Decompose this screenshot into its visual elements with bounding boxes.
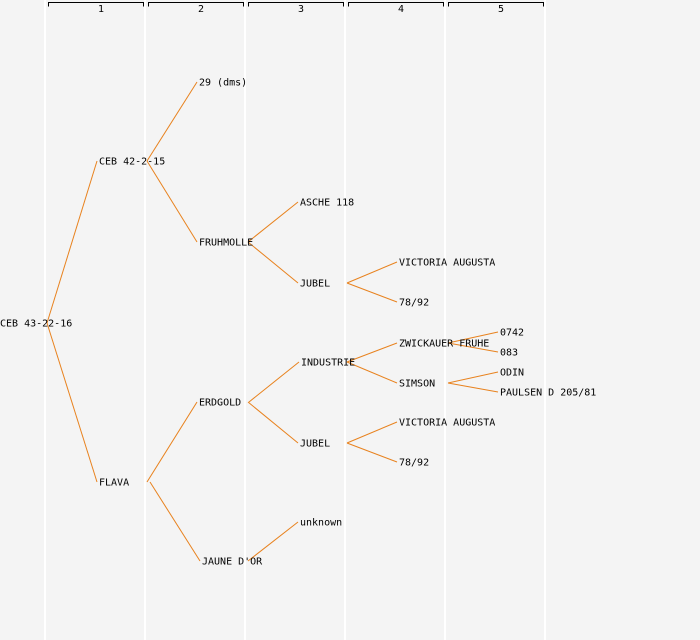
pedigree-node-fruhmolle[interactable]: FRUHMOLLE [199, 238, 253, 249]
pedigree-node-industrie[interactable]: INDUSTRIE [301, 358, 355, 369]
column-gridline [244, 0, 246, 640]
pedigree-edge-simson-odin [447, 371, 499, 384]
pedigree-edge-zwickauer-fruhe-0742 [447, 331, 499, 344]
pedigree-edge-flava-erdgold [146, 401, 198, 483]
pedigree-node-erdgold[interactable]: ERDGOLD [199, 398, 241, 409]
column-gridline [144, 0, 146, 640]
generation-bracket-1 [48, 2, 144, 7]
pedigree-edge-ceb-42-2-15-fruhmolle [146, 160, 198, 243]
pedigree-edge-industrie-simson [346, 361, 398, 384]
column-gridline [44, 0, 46, 640]
pedigree-node-78-92-1[interactable]: 78/92 [399, 298, 429, 309]
generation-bracket-3 [248, 2, 344, 7]
generation-label-5: 5 [498, 4, 504, 15]
pedigree-edge-zwickauer-fruhe-083 [447, 342, 499, 353]
generation-label-1: 1 [98, 4, 104, 15]
pedigree-node-29-dms[interactable]: 29 (dms) [199, 78, 247, 89]
pedigree-node-simson[interactable]: SIMSON [399, 379, 435, 390]
pedigree-edge-jaune-dor-unknown [247, 521, 299, 562]
pedigree-node-ceb-43-22-16[interactable]: CEB 43-22-16 [0, 319, 72, 330]
pedigree-edge-flava-jaune-dor [149, 481, 201, 562]
pedigree-node-odin[interactable]: ODIN [500, 368, 524, 379]
column-gridline [344, 0, 346, 640]
pedigree-edge-jubel-1-78-92-1 [346, 282, 398, 303]
pedigree-edge-jubel-2-78-92-2 [346, 442, 398, 463]
pedigree-node-paulsen-d-205-81[interactable]: PAULSEN D 205/81 [500, 388, 596, 399]
pedigree-edge-ceb-43-22-16-flava [46, 322, 98, 483]
generation-label-2: 2 [198, 4, 204, 15]
pedigree-node-jaune-dor[interactable]: JAUNE D'OR [202, 557, 263, 568]
pedigree-node-zwickauer-fruhe[interactable]: ZWICKAUER FRUHE [399, 339, 489, 350]
pedigree-edge-simson-paulsen-d-205-81 [447, 382, 499, 393]
pedigree-edge-fruhmolle-jubel-1 [247, 241, 299, 284]
pedigree-node-jubel-2[interactable]: JUBEL [300, 439, 330, 450]
generation-bracket-4 [348, 2, 444, 7]
generation-label-4: 4 [398, 4, 404, 15]
pedigree-edge-industrie-zwickauer-fruhe [346, 342, 398, 363]
generation-bracket-2 [148, 2, 244, 7]
pedigree-node-flava[interactable]: FLAVA [99, 478, 129, 489]
pedigree-edge-erdgold-industrie [248, 361, 300, 403]
column-gridline [444, 0, 446, 640]
pedigree-node-jubel-1[interactable]: JUBEL [300, 279, 330, 290]
pedigree-edge-fruhmolle-asche-118 [247, 201, 299, 243]
column-gridline [544, 0, 546, 640]
pedigree-node-0742[interactable]: 0742 [500, 328, 524, 339]
generation-label-3: 3 [298, 4, 304, 15]
pedigree-edge-ceb-42-2-15-29-dms [146, 81, 198, 162]
pedigree-node-unknown[interactable]: unknown [300, 518, 342, 529]
pedigree-node-asche-118[interactable]: ASCHE 118 [300, 198, 354, 209]
pedigree-edge-jubel-1-victoria-augusta-1 [346, 261, 398, 284]
pedigree-edge-jubel-2-victoria-augusta-2 [346, 421, 398, 444]
pedigree-node-victoria-augusta-2[interactable]: VICTORIA AUGUSTA [399, 418, 495, 429]
pedigree-node-083[interactable]: 083 [500, 348, 518, 359]
pedigree-node-78-92-2[interactable]: 78/92 [399, 458, 429, 469]
generation-bracket-5 [448, 2, 544, 7]
pedigree-node-victoria-augusta-1[interactable]: VICTORIA AUGUSTA [399, 258, 495, 269]
pedigree-node-ceb-42-2-15[interactable]: CEB 42-2-15 [99, 157, 165, 168]
pedigree-edge-erdgold-jubel-2 [247, 401, 299, 444]
pedigree-edge-ceb-43-22-16-ceb-42-2-15 [46, 160, 98, 324]
